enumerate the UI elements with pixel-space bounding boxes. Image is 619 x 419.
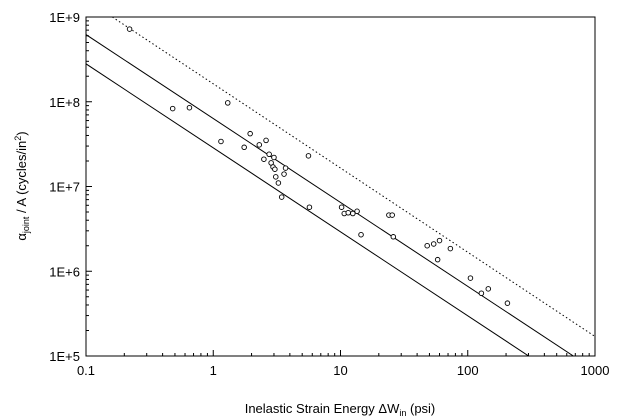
data-point-39	[485, 286, 492, 292]
fit-line-1	[86, 34, 574, 356]
x-tick-label: 10	[333, 363, 347, 378]
data-point-9	[261, 156, 267, 162]
data-point-11	[266, 151, 272, 158]
data-point-33	[430, 241, 437, 247]
data-point-20	[282, 165, 289, 171]
data-point-26	[350, 210, 356, 217]
data-point-36	[447, 245, 454, 252]
y-axis-label-alpha: α	[14, 233, 29, 241]
data-point-10	[263, 137, 269, 144]
data-point-19	[281, 171, 287, 177]
data-point-31	[390, 234, 397, 240]
y-tick-label: 1E+5	[49, 349, 80, 364]
data-point-1	[126, 26, 133, 32]
data-point-6	[241, 144, 247, 151]
y-tick-label: 1E+9	[49, 10, 80, 25]
x-axis-label-suffix: (psi)	[406, 401, 435, 416]
data-point-35	[436, 237, 443, 244]
data-point-5	[224, 100, 231, 106]
fit-line-2	[86, 63, 529, 356]
plot-frame	[85, 16, 596, 357]
data-point-40	[504, 300, 511, 306]
reference-lines	[86, 17, 595, 356]
data-point-38	[478, 290, 485, 297]
data-point-4	[218, 138, 224, 145]
data-point-23	[338, 204, 345, 210]
y-axis-label-subscript: joint	[21, 216, 31, 234]
y-axis-label-mid: / A (cycles/in	[14, 141, 29, 217]
data-point-30	[389, 212, 395, 218]
x-axis-label-prefix: Inelastic Strain Energy ΔW	[245, 401, 400, 416]
x-tick-label: 1000	[581, 363, 610, 378]
data-point-7	[247, 130, 253, 137]
data-point-17	[275, 180, 282, 186]
data-point-22	[306, 204, 313, 210]
y-axis-label: αjoint / A (cycles/in2)	[13, 131, 31, 240]
dotted-bound-line-3	[112, 17, 595, 337]
y-axis-label-superscript: 2	[13, 136, 23, 141]
data-point-28	[358, 231, 364, 238]
data-point-15	[272, 166, 278, 172]
data-point-2	[169, 105, 176, 112]
x-tick-label: 0.1	[77, 363, 95, 378]
y-tick-label: 1E+8	[49, 95, 80, 110]
data-point-18	[278, 194, 285, 200]
y-axis: 1E+5 1E+6 1E+7 1E+8 1E+9	[49, 10, 92, 364]
data-point-14	[271, 154, 277, 161]
data-point-16	[273, 174, 279, 180]
x-axis: 0.1 1 10 100 1000	[77, 350, 610, 378]
data-point-27	[354, 208, 360, 215]
data-point-37	[467, 275, 474, 281]
data-points	[126, 26, 511, 306]
y-tick-label: 1E+6	[49, 264, 80, 279]
x-axis-label-subscript: in	[399, 408, 406, 418]
data-point-21	[305, 153, 312, 159]
x-axis-label: Inelastic Strain Energy ΔWin (psi)	[245, 401, 436, 418]
data-point-3	[186, 104, 193, 111]
x-tick-label: 1	[210, 363, 217, 378]
data-point-34	[434, 256, 441, 263]
x-tick-label: 100	[457, 363, 479, 378]
data-point-8	[256, 142, 263, 148]
y-axis-label-end: )	[14, 131, 29, 135]
y-tick-label: 1E+7	[49, 180, 80, 195]
data-point-32	[424, 242, 430, 249]
data-point-25	[345, 210, 351, 216]
